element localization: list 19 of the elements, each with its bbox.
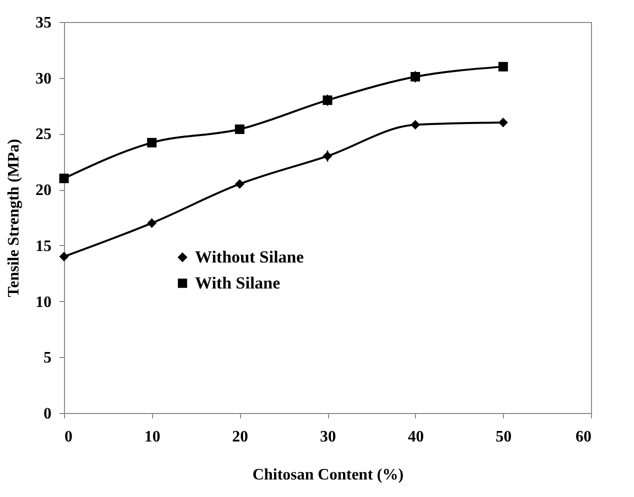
y-tick-label: 10 (36, 294, 52, 311)
x-tick-label: 40 (408, 428, 424, 446)
y-tick-label: 35 (36, 14, 52, 32)
y-tick-label: 15 (36, 238, 52, 255)
y-tick-label: 30 (36, 70, 52, 88)
x-tick-label: 50 (496, 428, 512, 446)
x-tick-label: 10 (144, 428, 160, 446)
x-axis-title: Chitosan Content (%) (252, 466, 404, 484)
legend-label: Without Silane (195, 247, 304, 266)
y-tick-label: 25 (36, 126, 52, 144)
y-axis-title: Tensile Strength (MPa) (6, 138, 22, 298)
y-tick-label: 5 (44, 350, 52, 367)
x-tick-label: 20 (232, 428, 248, 446)
legend-label: With Silane (195, 273, 281, 292)
x-tick-label: 60 (576, 428, 592, 446)
y-tick-label: 0 (44, 406, 52, 422)
x-tick-label: 0 (64, 428, 72, 446)
y-tick-label: 20 (36, 182, 52, 200)
x-tick-label: 30 (320, 428, 336, 446)
